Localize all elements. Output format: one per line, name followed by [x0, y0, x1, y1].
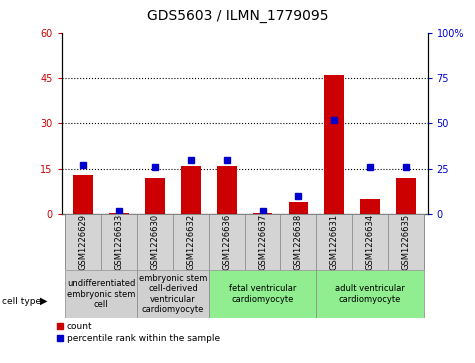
- Bar: [316, 270, 424, 318]
- Text: ▶: ▶: [40, 296, 48, 306]
- Bar: [288, 202, 308, 214]
- Bar: [280, 214, 316, 270]
- Bar: [109, 213, 129, 214]
- Bar: [209, 214, 245, 270]
- Text: GSM1226638: GSM1226638: [294, 214, 303, 270]
- Text: embryonic stem
cell-derived
ventricular
cardiomyocyte: embryonic stem cell-derived ventricular …: [139, 274, 207, 314]
- Bar: [360, 199, 380, 214]
- Bar: [145, 178, 165, 214]
- Text: adult ventricular
cardiomyocyte: adult ventricular cardiomyocyte: [335, 284, 405, 304]
- Bar: [253, 213, 273, 214]
- Text: GSM1226636: GSM1226636: [222, 214, 231, 270]
- Bar: [137, 214, 173, 270]
- Text: GSM1226634: GSM1226634: [366, 214, 375, 270]
- Text: GDS5603 / ILMN_1779095: GDS5603 / ILMN_1779095: [147, 9, 328, 23]
- Bar: [396, 178, 416, 214]
- Text: fetal ventricular
cardiomyocyte: fetal ventricular cardiomyocyte: [229, 284, 296, 304]
- Text: GSM1226635: GSM1226635: [401, 214, 410, 270]
- Bar: [74, 175, 93, 214]
- Text: GSM1226631: GSM1226631: [330, 214, 339, 270]
- Text: cell type: cell type: [2, 297, 41, 306]
- Text: GSM1226637: GSM1226637: [258, 214, 267, 270]
- Bar: [388, 214, 424, 270]
- Bar: [101, 214, 137, 270]
- Text: GSM1226630: GSM1226630: [151, 214, 160, 270]
- Bar: [316, 214, 352, 270]
- Legend: count, percentile rank within the sample: count, percentile rank within the sample: [57, 322, 220, 343]
- Bar: [217, 166, 237, 214]
- Text: undifferentiated
embryonic stem
cell: undifferentiated embryonic stem cell: [67, 279, 135, 309]
- Bar: [66, 270, 137, 318]
- Bar: [245, 214, 280, 270]
- Bar: [173, 214, 209, 270]
- Text: GSM1226629: GSM1226629: [79, 214, 88, 270]
- Bar: [209, 270, 316, 318]
- Bar: [66, 214, 101, 270]
- Bar: [352, 214, 388, 270]
- Text: GSM1226632: GSM1226632: [186, 214, 195, 270]
- Bar: [324, 75, 344, 214]
- Bar: [137, 270, 209, 318]
- Bar: [181, 166, 201, 214]
- Text: GSM1226633: GSM1226633: [114, 214, 124, 270]
